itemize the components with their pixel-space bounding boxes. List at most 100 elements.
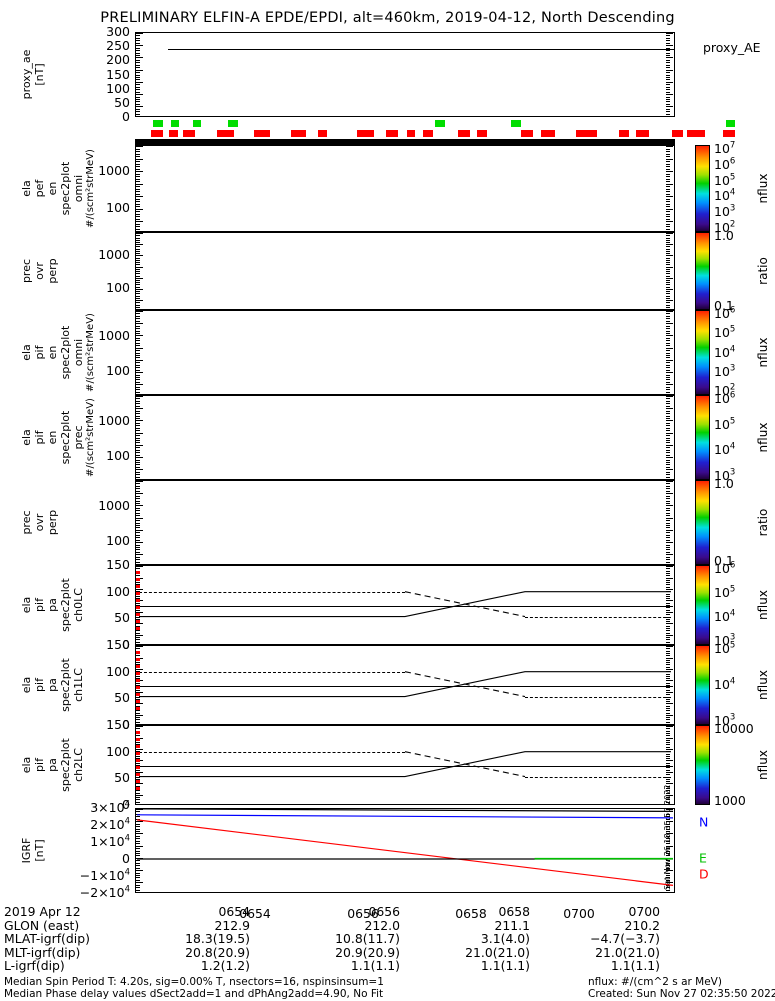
red-edge-tick [136,585,140,588]
tick-mark [666,364,670,366]
tick-mark [666,55,670,56]
table-cell: 18.3(19.5) [185,931,250,947]
tick-mark [136,664,140,666]
tick-mark [136,255,143,257]
tick-mark [136,485,140,487]
tick-mark [136,201,140,202]
tick-mark [136,889,140,891]
tick-mark [136,879,140,881]
pa-crossing-curves [139,671,671,698]
red-edge-tick [136,592,140,595]
tick-mark [136,595,140,597]
tick-mark [136,198,140,200]
tick-mark [136,282,140,284]
tick-mark [666,381,670,383]
tick-mark [666,279,670,281]
tick-mark [666,799,670,801]
tick-mark [136,425,140,427]
tick-mark [666,328,670,330]
colorbar-tick-label: 103 [714,467,736,483]
tick-mark [136,437,140,439]
panel-ch0lc [135,565,675,645]
ylabel-line: pa [46,598,59,612]
red-edge-tick [136,738,140,741]
ytick-label: 1×104 [90,833,130,849]
tick-mark [136,833,143,835]
tick-mark [666,539,670,541]
tick-mark [136,625,140,627]
tick-mark [136,237,140,239]
tick-mark [136,762,140,764]
ylabel-line: spec2plot [59,658,72,712]
tick-mark [666,778,670,780]
ytick-label: 100 [106,532,130,548]
tick-mark [666,158,673,160]
tick-mark [136,852,140,854]
pa-crossing-curves [139,751,671,778]
tick-mark [666,203,670,205]
colorbar-cb2 [695,232,710,310]
tick-mark [666,630,670,632]
tick-mark [136,403,140,405]
tick-mark [666,625,670,627]
ylabel-line: ela [20,344,33,361]
table-row: L-igrf(dip) 1.2(1.2) 1.1(1.1) 1.1(1.1) 1.1(1… [0,959,775,973]
tick-mark [136,313,140,315]
colorbar-title: ratio [756,257,770,285]
tick-mark [136,717,140,719]
tick-mark [666,186,670,187]
tick-mark [666,505,673,507]
tick-mark [666,710,670,712]
tick-mark [666,577,673,579]
tick-mark [666,746,670,748]
tick-mark [666,178,670,180]
tick-mark [666,546,670,548]
tick-mark [136,420,143,422]
tick-mark [666,221,673,222]
tick-mark [666,835,670,837]
tick-mark [666,62,670,64]
colorbar-tick-label: 1.0 [714,227,734,243]
tick-mark [136,529,143,531]
tick-mark [136,168,140,170]
tick-mark [666,611,673,613]
ytick-label: 1000 [98,497,130,513]
red-flag-marker [619,130,629,137]
ylabel-line: pa [46,758,59,772]
tick-mark [136,181,140,182]
red-flag-marker [357,130,374,137]
ytick-label: 150 [106,556,130,572]
red-flag-marker [151,130,163,137]
tick-mark [666,495,670,497]
ylabel-line: proxy_ae [20,49,33,100]
table-cell: 20.8(20.9) [185,944,250,960]
tick-mark [136,554,143,556]
tick-mark [666,595,670,597]
tick-mark [666,253,670,255]
tick-mark [136,801,140,803]
red-edge-tick [136,780,140,783]
tick-mark [666,705,670,707]
table-row-label: L-igrf(dip) [4,958,65,974]
tick-mark [136,396,143,397]
table-cell: 1.1(1.1) [610,958,660,974]
page-title: PRELIMINARY ELFIN-A EPDE/EPDI, alt=460km… [100,10,675,26]
tick-mark [666,262,670,264]
red-edge-tick [136,773,140,776]
tick-mark [666,771,673,773]
tick-mark [666,315,670,317]
tick-mark [136,91,140,93]
tick-mark [666,512,670,514]
tick-mark [666,549,670,551]
red-flag-marker [254,130,270,137]
tick-mark [666,650,670,652]
tick-mark [666,311,673,312]
ylabel-line: pif [33,430,46,445]
tick-mark [136,394,140,395]
axis-tick-column [136,146,144,232]
red-edge-tick [136,658,140,661]
tick-mark [136,892,140,893]
tick-mark [666,372,673,373]
tick-mark [136,306,140,308]
red-flag-marker [521,130,533,137]
